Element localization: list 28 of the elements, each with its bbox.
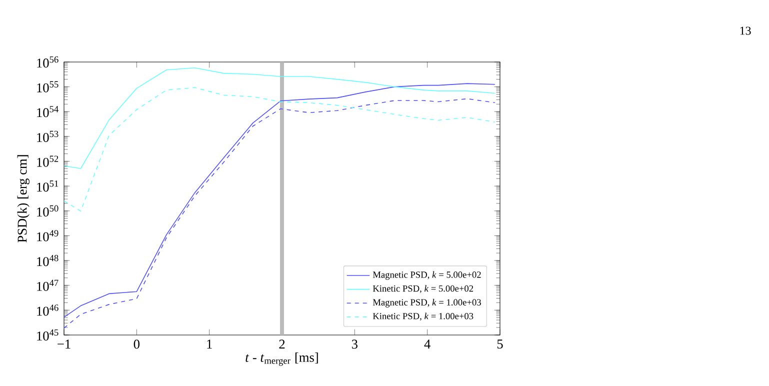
legend-label: Magnetic PSD, k = 5.00e+02 [372, 271, 481, 280]
y-tick-label: 10$^{52}$ [37, 156, 58, 167]
y-tick-label: 10$^{47}$ [37, 280, 58, 291]
y-axis-title: PSD(k) [erg cm] [17, 155, 30, 242]
y-tick-label: 10$^{50}$ [37, 205, 58, 216]
y-tick-label: 10$^{55}$ [37, 81, 58, 92]
y-tick-label: 10$^{48}$ [37, 254, 58, 266]
x-axis-title: t - t$_{merger}$ [ms] [246, 352, 318, 366]
x-tick-label: −1 [58, 340, 70, 348]
x-tick-label: 5 [497, 340, 503, 349]
y-tick-label: 10$^{45}$ [37, 329, 58, 341]
legend-label: Magnetic PSD, k = 1.00e+03 [372, 298, 481, 308]
x-tick-label: 0 [134, 340, 140, 349]
line-series [64, 87, 496, 212]
y-tick-label: 10$^{56}$ [37, 56, 58, 68]
x-tick-label: 1 [207, 340, 212, 348]
y-tick-label: 10$^{53}$ [37, 130, 58, 142]
line-series [64, 67, 496, 169]
x-tick-label: 4 [424, 340, 430, 348]
y-tick-label: 10$^{49}$ [37, 230, 58, 242]
y-tick-label: 10$^{46}$ [37, 304, 58, 316]
legend-label: Kinetic PSD, k = 1.00e+03 [372, 312, 474, 321]
y-tick-label: 10$^{54}$ [37, 106, 58, 118]
x-tick-label: 3 [352, 340, 358, 349]
y-tick-label: 10$^{51}$ [37, 180, 58, 192]
legend-label: Kinetic PSD, k = 5.00e+02 [372, 285, 474, 294]
text: 13 [740, 26, 751, 35]
x-tick-label: 2 [279, 340, 285, 349]
